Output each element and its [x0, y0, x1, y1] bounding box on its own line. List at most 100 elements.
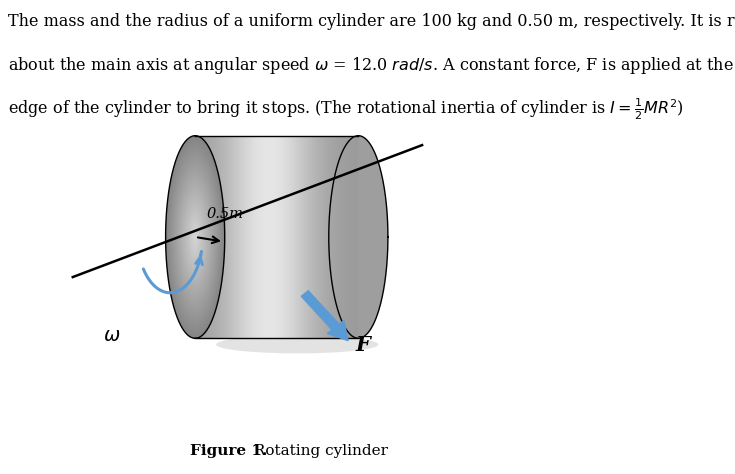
Ellipse shape: [168, 142, 223, 332]
Ellipse shape: [172, 158, 218, 316]
Text: Rotating cylinder: Rotating cylinder: [248, 445, 387, 458]
Ellipse shape: [186, 206, 204, 268]
Ellipse shape: [180, 185, 210, 289]
Ellipse shape: [216, 336, 379, 354]
Ellipse shape: [178, 179, 212, 295]
Ellipse shape: [183, 196, 207, 278]
Ellipse shape: [178, 177, 212, 297]
Ellipse shape: [185, 203, 205, 271]
Ellipse shape: [166, 137, 224, 337]
Ellipse shape: [171, 156, 219, 318]
Ellipse shape: [187, 211, 203, 263]
Ellipse shape: [187, 209, 204, 265]
Ellipse shape: [183, 197, 207, 277]
Ellipse shape: [176, 171, 215, 303]
Ellipse shape: [170, 150, 220, 324]
Ellipse shape: [180, 186, 210, 288]
Ellipse shape: [183, 195, 207, 279]
Ellipse shape: [175, 167, 215, 307]
Ellipse shape: [172, 158, 218, 316]
Ellipse shape: [177, 174, 213, 300]
Ellipse shape: [179, 181, 212, 293]
Ellipse shape: [194, 233, 196, 241]
Ellipse shape: [182, 191, 209, 283]
Ellipse shape: [176, 170, 215, 304]
Ellipse shape: [167, 141, 223, 333]
Ellipse shape: [329, 136, 388, 338]
Ellipse shape: [184, 201, 206, 273]
Ellipse shape: [171, 152, 220, 322]
Ellipse shape: [167, 140, 223, 334]
Ellipse shape: [169, 147, 221, 327]
Ellipse shape: [193, 229, 198, 245]
FancyArrow shape: [301, 291, 348, 341]
Ellipse shape: [166, 137, 224, 337]
Ellipse shape: [173, 162, 217, 312]
Ellipse shape: [166, 138, 224, 336]
Ellipse shape: [192, 226, 198, 248]
Ellipse shape: [172, 157, 218, 317]
Ellipse shape: [186, 205, 204, 269]
Ellipse shape: [182, 190, 209, 284]
Ellipse shape: [189, 215, 201, 259]
Ellipse shape: [182, 194, 208, 280]
Ellipse shape: [190, 222, 200, 252]
Text: F: F: [356, 336, 370, 356]
Ellipse shape: [188, 212, 202, 262]
Ellipse shape: [193, 228, 198, 246]
Ellipse shape: [184, 200, 206, 274]
Ellipse shape: [179, 183, 211, 291]
Ellipse shape: [167, 139, 223, 335]
Ellipse shape: [187, 212, 203, 262]
Ellipse shape: [191, 224, 199, 250]
Ellipse shape: [175, 168, 215, 306]
Ellipse shape: [174, 166, 216, 308]
Ellipse shape: [178, 178, 212, 296]
Ellipse shape: [171, 154, 220, 320]
Ellipse shape: [171, 153, 220, 321]
Ellipse shape: [186, 207, 204, 267]
Ellipse shape: [179, 184, 211, 290]
Ellipse shape: [182, 191, 209, 283]
Ellipse shape: [173, 161, 218, 313]
Ellipse shape: [173, 159, 218, 315]
Ellipse shape: [169, 146, 221, 328]
Text: 0.5m: 0.5m: [207, 207, 243, 221]
Ellipse shape: [184, 197, 207, 277]
Ellipse shape: [194, 234, 196, 240]
Ellipse shape: [177, 175, 213, 299]
Ellipse shape: [187, 208, 204, 266]
Ellipse shape: [185, 202, 205, 272]
Ellipse shape: [194, 232, 197, 242]
Text: about the main axis at angular speed $\omega$ = 12.0 $\mathit{rad/s}$. A constan: about the main axis at angular speed $\o…: [8, 55, 734, 76]
Ellipse shape: [184, 198, 207, 276]
Ellipse shape: [190, 220, 200, 254]
Ellipse shape: [181, 188, 209, 286]
Ellipse shape: [184, 201, 206, 273]
Ellipse shape: [189, 217, 201, 257]
Ellipse shape: [188, 214, 202, 260]
Ellipse shape: [195, 235, 196, 239]
Ellipse shape: [168, 145, 222, 329]
Ellipse shape: [195, 235, 196, 239]
Ellipse shape: [193, 230, 197, 244]
Ellipse shape: [170, 151, 220, 323]
Ellipse shape: [179, 181, 212, 293]
Ellipse shape: [185, 204, 205, 270]
Ellipse shape: [176, 172, 214, 302]
Text: $\omega$: $\omega$: [104, 327, 121, 345]
Ellipse shape: [190, 219, 201, 255]
Ellipse shape: [168, 146, 222, 328]
Ellipse shape: [168, 144, 222, 330]
Ellipse shape: [181, 187, 209, 287]
Ellipse shape: [177, 176, 213, 298]
Ellipse shape: [187, 208, 204, 266]
Ellipse shape: [182, 192, 208, 282]
Ellipse shape: [184, 199, 207, 275]
Ellipse shape: [174, 164, 216, 310]
Text: edge of the cylinder to bring it stops. (The rotational inertia of cylinder is $: edge of the cylinder to bring it stops. …: [8, 96, 684, 122]
Ellipse shape: [190, 221, 200, 253]
Ellipse shape: [179, 180, 212, 294]
Text: The mass and the radius of a uniform cylinder are 100 kg and 0.50 m, respectivel: The mass and the radius of a uniform cyl…: [8, 13, 735, 30]
Ellipse shape: [190, 219, 201, 255]
